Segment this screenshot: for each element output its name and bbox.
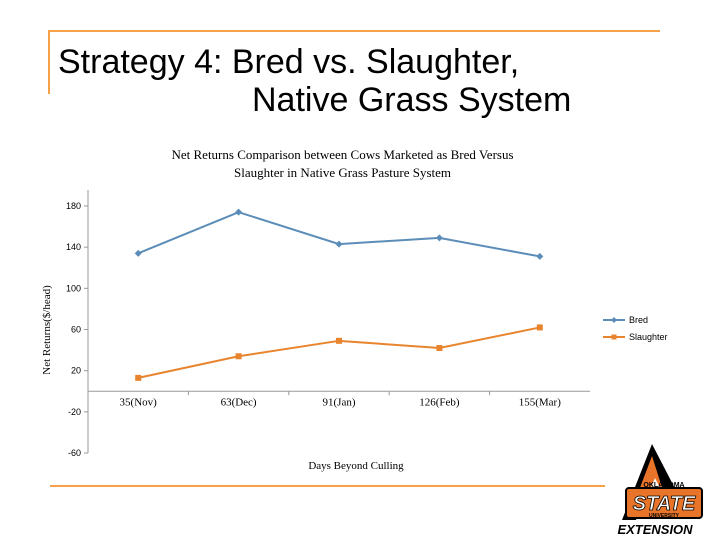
chart-title-line-1: Net Returns Comparison between Cows Mark… [171, 147, 514, 162]
logo-top-text: OKLAHOMA [643, 482, 684, 489]
x-tick-label: 126(Feb) [419, 396, 460, 408]
logo-main-text: STATE [633, 493, 696, 515]
data-point-bred [235, 208, 243, 216]
y-tick-label: -60 [68, 448, 81, 458]
legend-label-bred: Bred [629, 315, 648, 325]
series-line-bred [137, 211, 540, 258]
data-point-bred [335, 240, 343, 248]
data-point-slaughter [235, 353, 242, 360]
data-point-slaughter [436, 345, 443, 352]
logo-state-banner [625, 487, 703, 519]
chart-title: Net Returns Comparison between Cows Mark… [95, 146, 590, 182]
y-tick-label: 60 [71, 325, 81, 335]
x-tick-label: 155(Mar) [519, 396, 561, 408]
legend-marker-bred [611, 317, 617, 323]
y-tick-label: 20 [71, 366, 81, 376]
x-tick-label: 63(Dec) [221, 396, 257, 408]
legend-label-slaughter: Slaughter [629, 332, 668, 342]
x-axis-title: Days Beyond Culling [308, 460, 404, 472]
y-tick-label: 100 [66, 283, 81, 293]
data-point-slaughter [336, 337, 342, 344]
data-point-bred [435, 234, 443, 242]
frame-top-rule [50, 30, 660, 32]
data-point-slaughter [536, 324, 543, 331]
axes: 180 140 100 60 20 -20 -60 35(Nov) 63(Dec) 91(Jan)… [66, 190, 590, 458]
y-tick-label: 180 [66, 201, 81, 211]
frame-left-rule [48, 30, 50, 94]
x-tick-label: 35(Nov) [120, 396, 158, 408]
frame-bottom-rule [50, 485, 605, 487]
series [134, 208, 544, 381]
series-line-slaughter [137, 326, 541, 379]
x-tick-label: 91(Jan) [323, 396, 356, 408]
data-point-bred [134, 249, 142, 257]
legend: Bred Slaughter [603, 315, 668, 342]
chart-title-line-2: Slaughter in Native Grass Pasture System [234, 165, 451, 180]
data-point-bred [536, 252, 544, 260]
data-point-slaughter [135, 374, 142, 381]
logo-sub-text: UNIVERSITY [649, 513, 680, 519]
y-axis-title: Net Returns($/head) [41, 285, 53, 375]
legend-marker-slaughter [611, 334, 617, 340]
logo-bottom-text: EXTENSION [617, 522, 693, 537]
osu-extension-logo-icon: OKLAHOMA STATE UNIVERSITY EXTENSION [617, 444, 703, 537]
y-tick-label: -20 [68, 407, 81, 417]
slide-title-line-1: Strategy 4: Bred vs. Slaughter, [58, 43, 520, 81]
slide-title-line-2: Native Grass System [252, 81, 572, 119]
y-tick-label: 140 [66, 242, 81, 252]
